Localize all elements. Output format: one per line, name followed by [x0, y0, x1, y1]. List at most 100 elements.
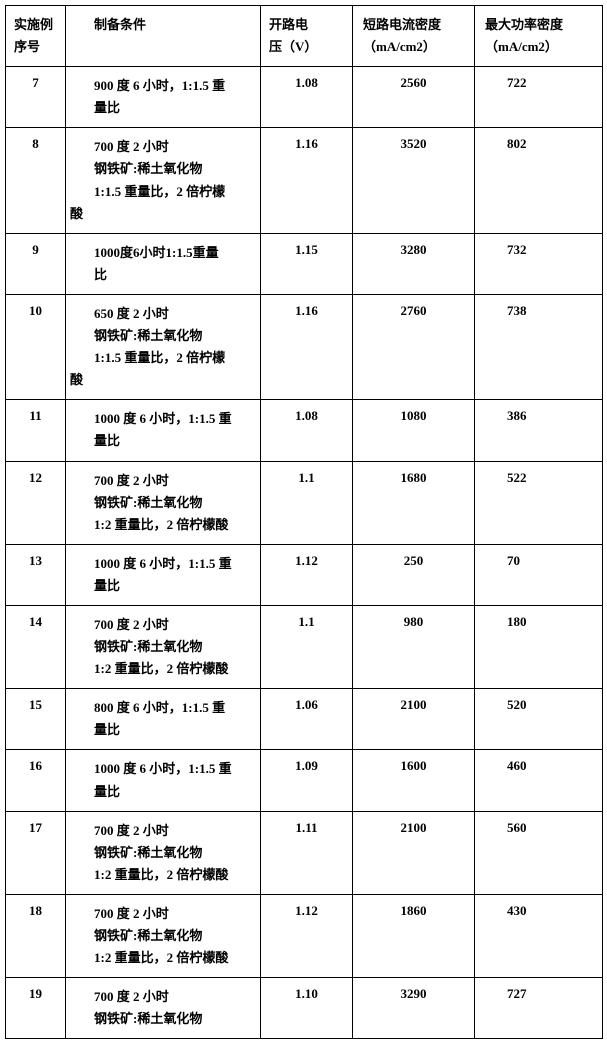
cell-current: 3520 — [353, 128, 475, 233]
condition-line: 700 度 2 小时 — [70, 903, 256, 925]
table-row: 18700 度 2 小时钢铁矿:稀土氧化物1:2 重量比，2 倍柠檬酸1.121… — [6, 894, 603, 977]
condition-line: 钢铁矿:稀土氧化物 — [70, 636, 256, 658]
cell-seq: 10 — [6, 294, 66, 399]
cell-condition: 700 度 2 小时钢铁矿:稀土氧化物1:2 重量比，2 倍柠檬酸 — [66, 461, 261, 544]
header-volt-l2: 压（V） — [269, 36, 348, 58]
cell-power: 386 — [475, 400, 603, 461]
table-row: 19700 度 2 小时钢铁矿:稀土氧化物1.103290727 — [6, 978, 603, 1039]
condition-line: 1000度6小时1:1.5重量 — [70, 242, 256, 264]
condition-line: 1:2 重量比，2 倍柠檬酸 — [70, 658, 256, 680]
cell-voltage: 1.11 — [261, 811, 353, 894]
condition-line: 700 度 2 小时 — [70, 470, 256, 492]
cell-current: 2100 — [353, 811, 475, 894]
header-seq: 实施例序号 — [14, 17, 53, 54]
cell-condition: 700 度 2 小时钢铁矿:稀土氧化物1:1.5 重量比，2 倍柠檬酸 — [66, 128, 261, 233]
condition-line: 酸 — [70, 203, 256, 225]
cell-current: 3290 — [353, 978, 475, 1039]
cell-condition: 700 度 2 小时钢铁矿:稀土氧化物1:2 重量比，2 倍柠檬酸 — [66, 894, 261, 977]
cell-power: 802 — [475, 128, 603, 233]
cell-condition: 700 度 2 小时钢铁矿:稀土氧化物1:2 重量比，2 倍柠檬酸 — [66, 811, 261, 894]
cell-power: 560 — [475, 811, 603, 894]
condition-line: 酸 — [70, 369, 256, 391]
cell-power: 722 — [475, 67, 603, 128]
cell-seq: 12 — [6, 461, 66, 544]
cell-condition: 1000 度 6 小时，1:1.5 重量比 — [66, 750, 261, 811]
data-table: 实施例序号 制备条件 开路电 压（V） 短路电流密度 （mA/cm2） 最大功率… — [5, 5, 603, 1039]
condition-line: 800 度 6 小时，1:1.5 重 — [70, 697, 256, 719]
condition-line: 钢铁矿:稀土氧化物 — [70, 842, 256, 864]
table-row: 12700 度 2 小时钢铁矿:稀土氧化物1:2 重量比，2 倍柠檬酸1.116… — [6, 461, 603, 544]
cell-condition: 700 度 2 小时钢铁矿:稀土氧化物1:2 重量比，2 倍柠檬酸 — [66, 605, 261, 688]
cell-power: 738 — [475, 294, 603, 399]
table-row: 7900 度 6 小时，1:1.5 重量比1.082560722 — [6, 67, 603, 128]
cell-condition: 650 度 2 小时钢铁矿:稀土氧化物1:1.5 重量比，2 倍柠檬酸 — [66, 294, 261, 399]
header-row: 实施例序号 制备条件 开路电 压（V） 短路电流密度 （mA/cm2） 最大功率… — [6, 6, 603, 67]
table-row: 161000 度 6 小时，1:1.5 重量比1.091600460 — [6, 750, 603, 811]
cell-voltage: 1.06 — [261, 689, 353, 750]
cell-power: 180 — [475, 605, 603, 688]
cell-condition: 700 度 2 小时钢铁矿:稀土氧化物 — [66, 978, 261, 1039]
cell-condition: 900 度 6 小时，1:1.5 重量比 — [66, 67, 261, 128]
condition-line: 900 度 6 小时，1:1.5 重 — [70, 75, 256, 97]
cell-seq: 15 — [6, 689, 66, 750]
cell-seq: 16 — [6, 750, 66, 811]
condition-line: 1:2 重量比，2 倍柠檬酸 — [70, 864, 256, 886]
header-pow-l2: （mA/cm2） — [485, 36, 598, 58]
header-volt-l1: 开路电 — [269, 14, 348, 36]
condition-line: 量比 — [70, 719, 256, 741]
cell-voltage: 1.1 — [261, 605, 353, 688]
cell-power: 522 — [475, 461, 603, 544]
table-row: 14700 度 2 小时钢铁矿:稀土氧化物1:2 重量比，2 倍柠檬酸1.198… — [6, 605, 603, 688]
condition-line: 1:2 重量比，2 倍柠檬酸 — [70, 514, 256, 536]
condition-line: 量比 — [70, 781, 256, 803]
condition-line: 钢铁矿:稀土氧化物 — [70, 1008, 256, 1030]
cell-current: 1860 — [353, 894, 475, 977]
cell-current: 1080 — [353, 400, 475, 461]
header-curr-l2: （mA/cm2） — [363, 36, 470, 58]
cell-seq: 14 — [6, 605, 66, 688]
condition-line: 量比 — [70, 430, 256, 452]
cell-voltage: 1.16 — [261, 294, 353, 399]
cell-current: 2760 — [353, 294, 475, 399]
condition-line: 量比 — [70, 575, 256, 597]
condition-line: 1:2 重量比，2 倍柠檬酸 — [70, 947, 256, 969]
cell-current: 3280 — [353, 233, 475, 294]
table-row: 111000 度 6 小时，1:1.5 重量比1.081080386 — [6, 400, 603, 461]
cell-voltage: 1.09 — [261, 750, 353, 811]
table-row: 10650 度 2 小时钢铁矿:稀土氧化物1:1.5 重量比，2 倍柠檬酸1.1… — [6, 294, 603, 399]
condition-line: 量比 — [70, 97, 256, 119]
condition-line: 650 度 2 小时 — [70, 303, 256, 325]
cell-condition: 1000 度 6 小时，1:1.5 重量比 — [66, 544, 261, 605]
condition-line: 钢铁矿:稀土氧化物 — [70, 925, 256, 947]
cell-current: 1680 — [353, 461, 475, 544]
cell-voltage: 1.12 — [261, 894, 353, 977]
cell-voltage: 1.1 — [261, 461, 353, 544]
cell-seq: 9 — [6, 233, 66, 294]
cell-power: 430 — [475, 894, 603, 977]
table-row: 8700 度 2 小时钢铁矿:稀土氧化物1:1.5 重量比，2 倍柠檬酸1.16… — [6, 128, 603, 233]
table-row: 17700 度 2 小时钢铁矿:稀土氧化物1:2 重量比，2 倍柠檬酸1.112… — [6, 811, 603, 894]
condition-line: 700 度 2 小时 — [70, 820, 256, 842]
cell-current: 1600 — [353, 750, 475, 811]
header-cond: 制备条件 — [70, 14, 256, 36]
cell-condition: 1000 度 6 小时，1:1.5 重量比 — [66, 400, 261, 461]
cell-condition: 800 度 6 小时，1:1.5 重量比 — [66, 689, 261, 750]
header-curr-l1: 短路电流密度 — [363, 14, 470, 36]
cell-seq: 17 — [6, 811, 66, 894]
cell-voltage: 1.08 — [261, 67, 353, 128]
condition-line: 700 度 2 小时 — [70, 136, 256, 158]
cell-power: 70 — [475, 544, 603, 605]
condition-line: 700 度 2 小时 — [70, 614, 256, 636]
cell-voltage: 1.15 — [261, 233, 353, 294]
table-row: 131000 度 6 小时，1:1.5 重量比1.1225070 — [6, 544, 603, 605]
cell-seq: 11 — [6, 400, 66, 461]
cell-seq: 7 — [6, 67, 66, 128]
condition-line: 1000 度 6 小时，1:1.5 重 — [70, 553, 256, 575]
cell-current: 2560 — [353, 67, 475, 128]
condition-line: 700 度 2 小时 — [70, 986, 256, 1008]
condition-line: 比 — [70, 264, 256, 286]
table-row: 91000度6小时1:1.5重量比1.153280732 — [6, 233, 603, 294]
cell-voltage: 1.12 — [261, 544, 353, 605]
cell-current: 980 — [353, 605, 475, 688]
cell-current: 2100 — [353, 689, 475, 750]
